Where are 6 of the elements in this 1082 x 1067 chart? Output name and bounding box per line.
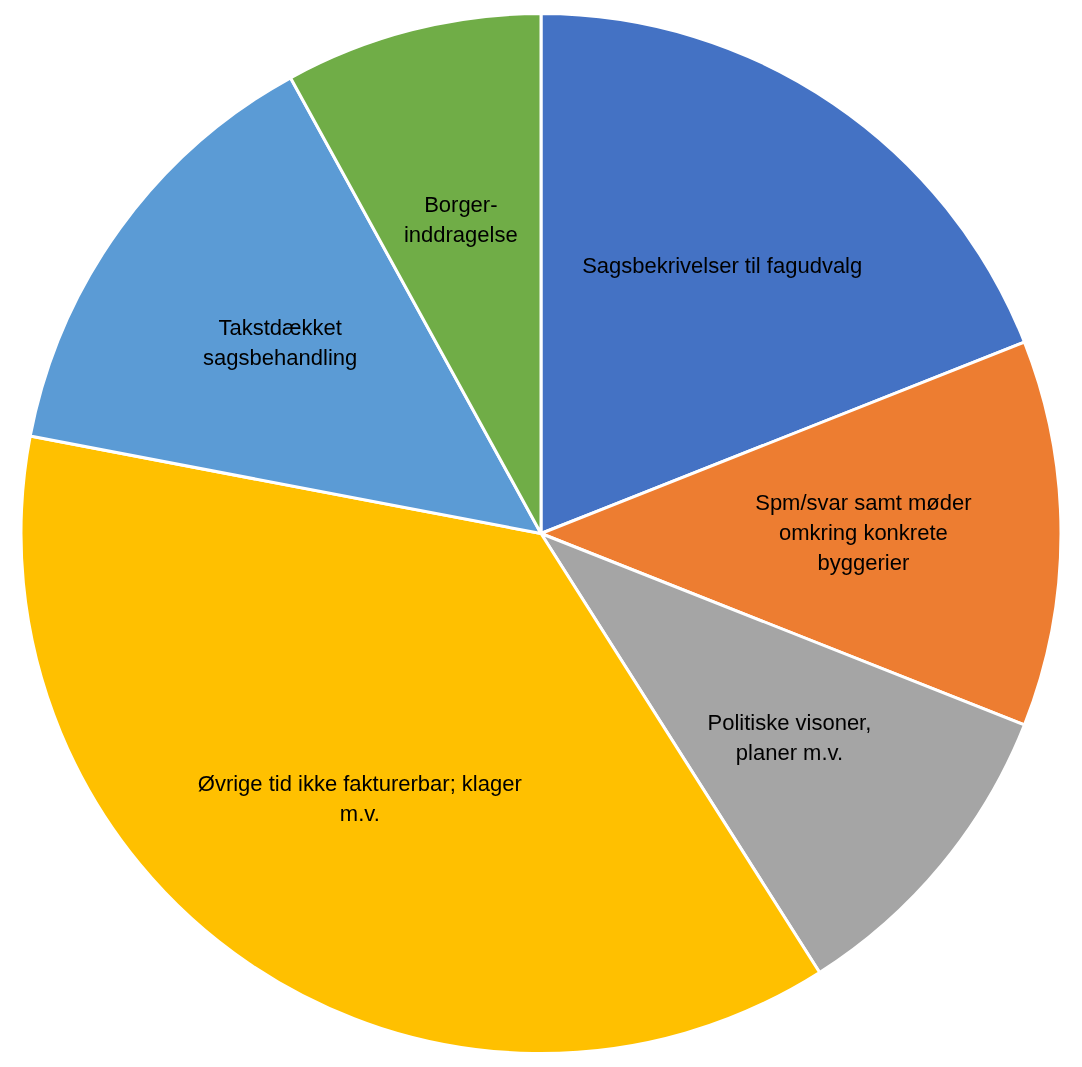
slice-label: Borger-inddragelse — [403, 192, 518, 248]
slice-label: Øvrige tid ikke fakturerbar; klager m.v. — [197, 771, 522, 827]
slice-label: Takstdækket sagsbehandling — [203, 315, 358, 371]
slice-label: Sagsbekrivelser til fagudvalg — [582, 252, 863, 278]
slice-label: Politiske visoner, planer m.v. — [707, 710, 872, 766]
slice-label: Spm/svar samt møder omkring konkrete byggerier — [755, 489, 972, 575]
